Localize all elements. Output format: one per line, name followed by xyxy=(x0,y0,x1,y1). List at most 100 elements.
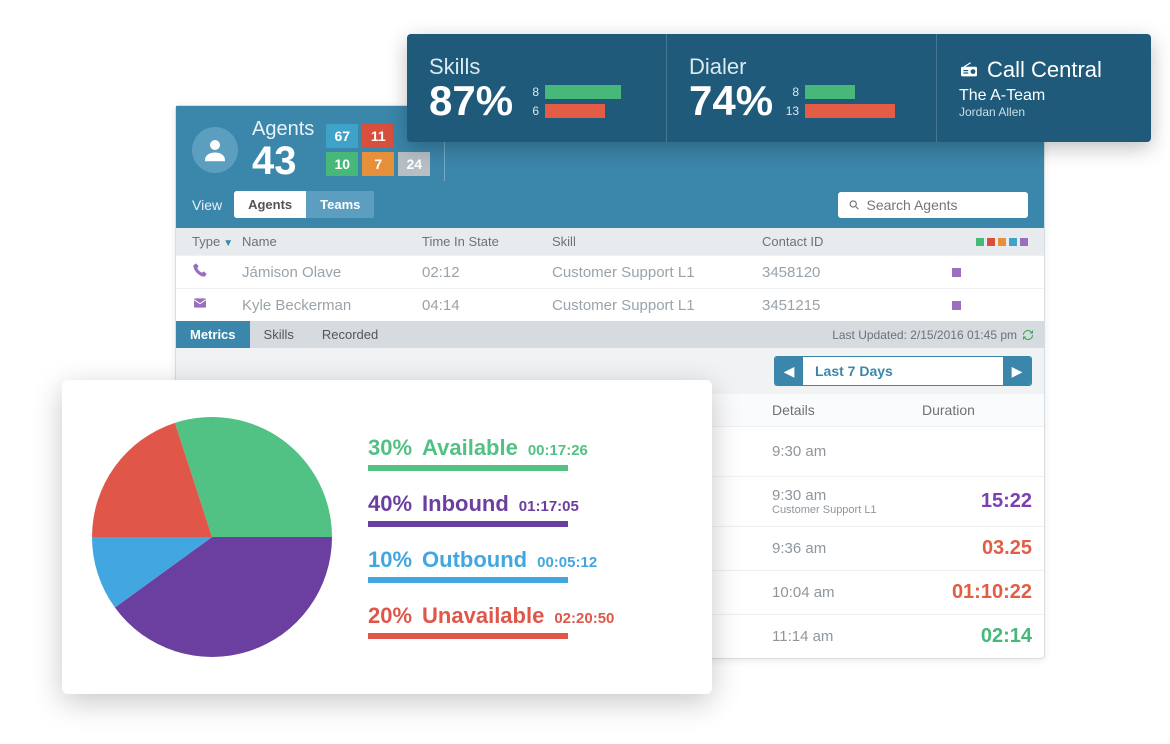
row-indicator xyxy=(922,264,961,281)
refresh-icon[interactable] xyxy=(1022,329,1034,341)
pie-legend: 30%Available00:17:2640%Inbound01:17:0510… xyxy=(368,435,682,639)
legend-bar xyxy=(368,521,568,527)
legend-dot xyxy=(1020,238,1028,246)
legend-pct: 40% xyxy=(368,491,412,517)
dialer-col: Dialer 74% 813 xyxy=(667,34,937,142)
skills-col: Skills 87% 86 xyxy=(407,34,667,142)
th-type[interactable]: Type▼ xyxy=(192,234,242,249)
legend-dot xyxy=(976,238,984,246)
row-type-icon xyxy=(192,295,242,315)
row-type-icon xyxy=(192,262,242,282)
legend-dot xyxy=(998,238,1006,246)
call-central-user: Jordan Allen xyxy=(959,105,1127,119)
table-row[interactable]: Jámison Olave02:12Customer Support L1345… xyxy=(176,255,1044,288)
detail-time: 9:30 amCustomer Support L1 xyxy=(772,487,922,516)
seg-agents[interactable]: Agents xyxy=(234,191,306,218)
avatar xyxy=(192,127,238,173)
agents-count: 43 xyxy=(252,141,314,181)
legend-time: 00:05:12 xyxy=(537,554,597,571)
row-name: Kyle Beckerman xyxy=(242,297,422,314)
legend-item: 40% Inbound 01:17:05 xyxy=(368,491,682,527)
search-input[interactable] xyxy=(866,197,1018,213)
mini-bar-num: 8 xyxy=(523,85,539,99)
detail-time: 9:36 am xyxy=(772,540,922,557)
row-indicator xyxy=(922,297,961,314)
detail-duration: 15:22 xyxy=(922,490,1032,513)
legend-item: 30%Available00:17:26 xyxy=(368,435,682,471)
date-label[interactable]: Last 7 Days xyxy=(803,363,1003,379)
table-body: Jámison Olave02:12Customer Support L1345… xyxy=(176,255,1044,321)
view-label: View xyxy=(192,197,222,213)
legend-pct: 30% xyxy=(368,435,412,461)
pie-card: 30%Available00:17:2640%Inbound01:17:0510… xyxy=(62,380,712,694)
search-icon xyxy=(848,198,860,212)
table-row[interactable]: Kyle Beckerman04:14Customer Support L134… xyxy=(176,288,1044,321)
view-segment: Agents Teams xyxy=(234,191,374,218)
call-central-team: The A-Team xyxy=(959,87,1127,105)
legend-pct: 10% xyxy=(368,547,412,573)
th-time[interactable]: Time In State xyxy=(422,234,552,249)
th-contact[interactable]: Contact ID xyxy=(762,234,922,249)
row-skill: Customer Support L1 xyxy=(552,264,762,281)
mini-bar xyxy=(545,104,605,118)
detail-time: 11:14 am xyxy=(772,628,922,645)
legend-dot xyxy=(1009,238,1017,246)
legend-item: 20%Unavailable02:20:50 xyxy=(368,603,682,639)
legend-name: Outbound xyxy=(422,547,527,573)
search-box[interactable] xyxy=(838,192,1028,218)
th-legend-dots xyxy=(922,234,1028,249)
dh-details: Details xyxy=(772,402,922,418)
detail-time: 10:04 am xyxy=(772,584,922,601)
date-picker: ◀ Last 7 Days ▶ xyxy=(774,356,1032,386)
date-prev-button[interactable]: ◀ xyxy=(775,357,803,385)
row-contact: 3451215 xyxy=(762,297,922,314)
last-updated: Last Updated: 2/15/2016 01:45 pm xyxy=(832,328,1044,342)
dh-duration: Duration xyxy=(922,402,1032,418)
row-time: 04:14 xyxy=(422,297,552,314)
tabs-row: Metrics Skills Recorded Last Updated: 2/… xyxy=(176,321,1044,348)
th-skill[interactable]: Skill xyxy=(552,234,762,249)
table-header: Type▼ Name Time In State Skill Contact I… xyxy=(176,228,1044,255)
th-name[interactable]: Name xyxy=(242,234,422,249)
status-badge: 7 xyxy=(362,152,394,176)
tab-recorded[interactable]: Recorded xyxy=(308,321,392,348)
user-icon xyxy=(200,135,230,165)
row-name: Jámison Olave xyxy=(242,264,422,281)
mini-bar-row: 6 xyxy=(523,104,621,118)
legend-item: 10% Outbound 00:05:12 xyxy=(368,547,682,583)
tab-metrics[interactable]: Metrics xyxy=(176,321,250,348)
mini-bar-num: 6 xyxy=(523,104,539,118)
radio-icon xyxy=(959,62,979,78)
pie-svg xyxy=(92,417,332,657)
mini-bar-row: 8 xyxy=(523,85,621,99)
status-badge: 67 xyxy=(326,124,358,148)
status-badge: 24 xyxy=(398,152,430,176)
legend-name: Available xyxy=(422,435,518,461)
mini-bar-row: 8 xyxy=(783,85,895,99)
call-central-banner: Skills 87% 86 Dialer 74% 813 Call Centra… xyxy=(407,34,1151,142)
legend-pct: 20% xyxy=(368,603,412,629)
mini-bar xyxy=(805,85,855,99)
dialer-bars: 813 xyxy=(783,85,895,118)
mini-bar-num: 13 xyxy=(783,104,799,118)
mini-bar xyxy=(545,85,621,99)
legend-name: Inbound xyxy=(422,491,509,517)
date-next-button[interactable]: ▶ xyxy=(1003,357,1031,385)
legend-time: 02:20:50 xyxy=(554,610,614,627)
detail-time: 9:30 am xyxy=(772,443,922,460)
skills-pct: 87% xyxy=(429,80,513,122)
status-badge: 11 xyxy=(362,124,394,148)
tab-skills[interactable]: Skills xyxy=(250,321,308,348)
detail-duration: 01:10:22 xyxy=(922,581,1032,604)
detail-duration: 03.25 xyxy=(922,537,1032,560)
legend-bar xyxy=(368,465,568,471)
row-time: 02:12 xyxy=(422,264,552,281)
mini-bar-row: 13 xyxy=(783,104,895,118)
legend-bar xyxy=(368,577,568,583)
badge-row: 10724 xyxy=(326,152,430,176)
pie-chart xyxy=(92,417,332,657)
seg-teams[interactable]: Teams xyxy=(306,191,374,218)
dialer-pct: 74% xyxy=(689,80,773,122)
detail-duration: 02:14 xyxy=(922,625,1032,648)
legend-time: 01:17:05 xyxy=(519,498,579,515)
